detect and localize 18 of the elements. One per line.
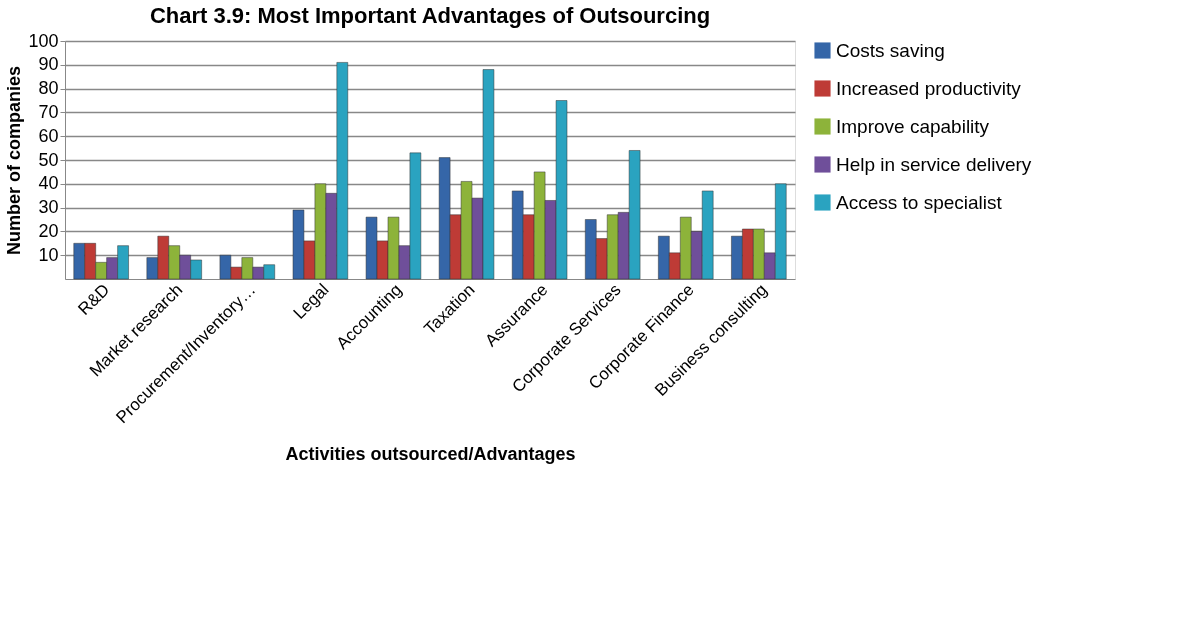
chart-title: Chart 3.9: Most Important Advantages of Outsourcing: [149, 3, 711, 28]
y-tick-label: 70: [38, 101, 59, 122]
y-tick-label: 60: [38, 125, 59, 146]
y-tick-label: 30: [38, 197, 59, 218]
y-tick-label: 100: [28, 30, 59, 51]
y-tick-label: 40: [38, 173, 59, 194]
y-axis-title: Number of companies: [4, 65, 25, 256]
y-tick-label: 50: [38, 149, 59, 170]
y-tick-label: 80: [38, 78, 59, 99]
legend-label: Costs saving: [836, 39, 945, 61]
y-tick-label: 20: [38, 220, 59, 241]
y-tick-label: 10: [38, 244, 59, 265]
legend-label: Help in service delivery: [836, 153, 1032, 175]
legend-label: Improve capability: [836, 115, 990, 137]
legend-label: Access to specialist: [836, 191, 1003, 213]
y-tick-label: 90: [38, 54, 59, 75]
legend-label: Increased productivity: [836, 77, 1022, 99]
x-axis-title: Activities outsourced/Advantages: [285, 444, 576, 465]
